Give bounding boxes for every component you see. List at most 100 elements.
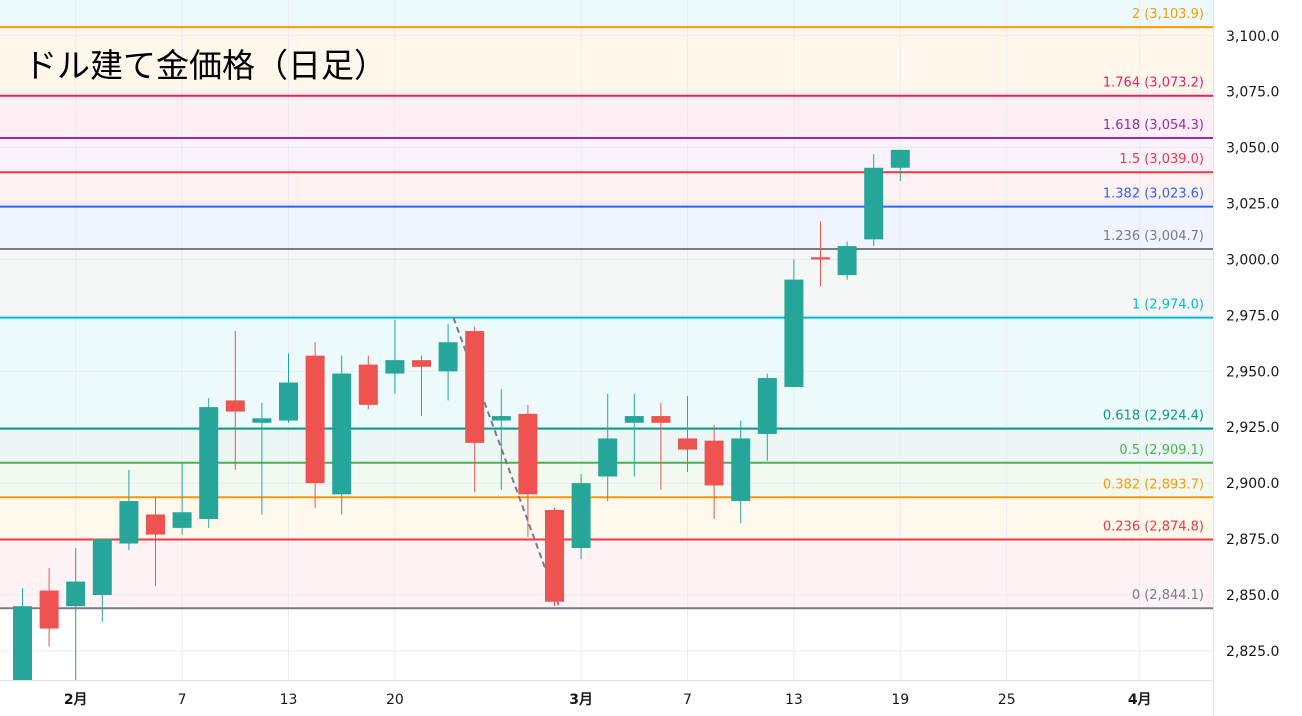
y-tick-label: 3,050.0 [1226, 141, 1279, 157]
candle-body [731, 438, 751, 502]
fib-label: 1.764 (3,073.2) [1103, 76, 1204, 91]
candle-body [678, 438, 697, 450]
y-tick-label: 3,100.0 [1226, 29, 1279, 45]
candle-body [146, 514, 165, 535]
fib-label: 1.5 (3,039.0) [1119, 152, 1204, 167]
candle[interactable] [731, 420, 751, 524]
x-tick-label: 13 [280, 692, 298, 708]
candle-body [651, 416, 671, 423]
fib-label: 1.618 (3,054.3) [1103, 118, 1204, 133]
candle-body [438, 342, 458, 372]
y-tick-label: 2,925.0 [1226, 420, 1279, 436]
candle[interactable] [465, 326, 485, 493]
x-tick-label: 19 [891, 692, 909, 708]
candle[interactable] [651, 402, 671, 490]
fib-lines [0, 26, 1213, 610]
x-axis: 2月 7 13 20 3月 7 13 19 25 4月 [0, 680, 1213, 716]
y-tick-label: 2,900.0 [1226, 476, 1279, 492]
candle-body [412, 360, 431, 367]
candle[interactable] [92, 539, 112, 622]
candle[interactable] [624, 393, 644, 477]
fib-zone-top [0, 0, 1213, 28]
fib-label: 0.618 (2,924.4) [1103, 409, 1204, 424]
candle-body [465, 331, 485, 443]
candle[interactable] [358, 355, 378, 410]
fib-zone [0, 138, 1213, 173]
y-tick-label: 2,975.0 [1226, 308, 1279, 324]
candle-body [784, 279, 804, 387]
candle-body [225, 400, 245, 412]
candle[interactable] [305, 342, 325, 508]
candle[interactable] [545, 507, 564, 607]
candle-body [545, 510, 564, 602]
candle[interactable] [172, 463, 192, 535]
candle[interactable] [811, 221, 830, 287]
candle-body [119, 501, 139, 544]
candle[interactable] [678, 395, 697, 472]
candle-body [279, 382, 298, 421]
y-tick-label: 2,875.0 [1226, 532, 1279, 548]
candle[interactable] [837, 241, 857, 280]
fib-label: 0.236 (2,874.8) [1103, 520, 1204, 535]
candle[interactable] [39, 568, 59, 647]
fib-zone [0, 95, 1213, 139]
y-axis: 2,825.0 2,850.0 2,875.0 2,900.0 2,925.0 2,950… [1213, 0, 1302, 716]
fib-label: 1.236 (3,004.7) [1103, 229, 1204, 244]
candle-body [704, 440, 724, 486]
candle-body [13, 606, 32, 680]
candle[interactable] [252, 402, 272, 515]
x-tick-label: 13 [785, 692, 803, 708]
candle[interactable] [13, 588, 32, 680]
fib-zone [0, 206, 1213, 249]
fib-zone [0, 539, 1213, 609]
candle-body [199, 407, 219, 519]
fib-labels: 2 (3,103.9) 1.764 (3,073.2) 1.618 (3,054.3… [1103, 7, 1204, 603]
candle[interactable] [412, 355, 431, 417]
candle-body [571, 483, 591, 549]
fib-label: 0.5 (2,909.1) [1119, 443, 1204, 458]
candle[interactable] [119, 469, 139, 551]
y-axis-background [1213, 0, 1302, 716]
candle[interactable] [571, 474, 591, 560]
candle[interactable] [279, 353, 298, 423]
candle[interactable] [332, 355, 352, 515]
y-tick-label: 3,025.0 [1226, 197, 1279, 213]
candle-body [837, 246, 857, 276]
candle-body [491, 416, 511, 421]
candle[interactable] [518, 404, 538, 537]
candle[interactable] [491, 389, 511, 490]
candle-body [252, 418, 272, 423]
fib-label: 1 (2,974.0) [1132, 298, 1204, 313]
candle-body [624, 416, 644, 423]
candle[interactable] [385, 319, 405, 394]
candle-body [518, 413, 538, 495]
candle[interactable] [704, 425, 724, 519]
x-tick-label: 2月 [64, 692, 88, 708]
candle[interactable] [598, 393, 618, 502]
fib-label: 0 (2,844.1) [1132, 588, 1204, 603]
fib-label: 1.382 (3,023.6) [1103, 187, 1204, 202]
candle[interactable] [864, 154, 884, 247]
candle[interactable] [890, 149, 910, 182]
candle[interactable] [757, 373, 777, 461]
y-tick-label: 3,075.0 [1226, 85, 1279, 101]
fib-label: 0.382 (2,893.7) [1103, 477, 1204, 492]
candle[interactable] [784, 259, 804, 387]
y-tick-label: 2,850.0 [1226, 588, 1279, 604]
fib-zone [0, 248, 1213, 318]
candle[interactable] [66, 548, 86, 696]
x-tick-label: 4月 [1128, 692, 1152, 708]
candles [13, 149, 910, 696]
candle[interactable] [225, 331, 245, 470]
y-tick-label: 2,825.0 [1226, 644, 1279, 660]
candle[interactable] [146, 496, 165, 587]
candle[interactable] [438, 324, 458, 401]
fib-label: 2 (3,103.9) [1132, 7, 1204, 22]
x-tick-label: 25 [998, 692, 1016, 708]
candle-body [92, 539, 112, 595]
candle-body [66, 581, 86, 607]
chart-title: ドル建て金価格（日足） [24, 46, 387, 85]
candle[interactable] [199, 398, 219, 528]
